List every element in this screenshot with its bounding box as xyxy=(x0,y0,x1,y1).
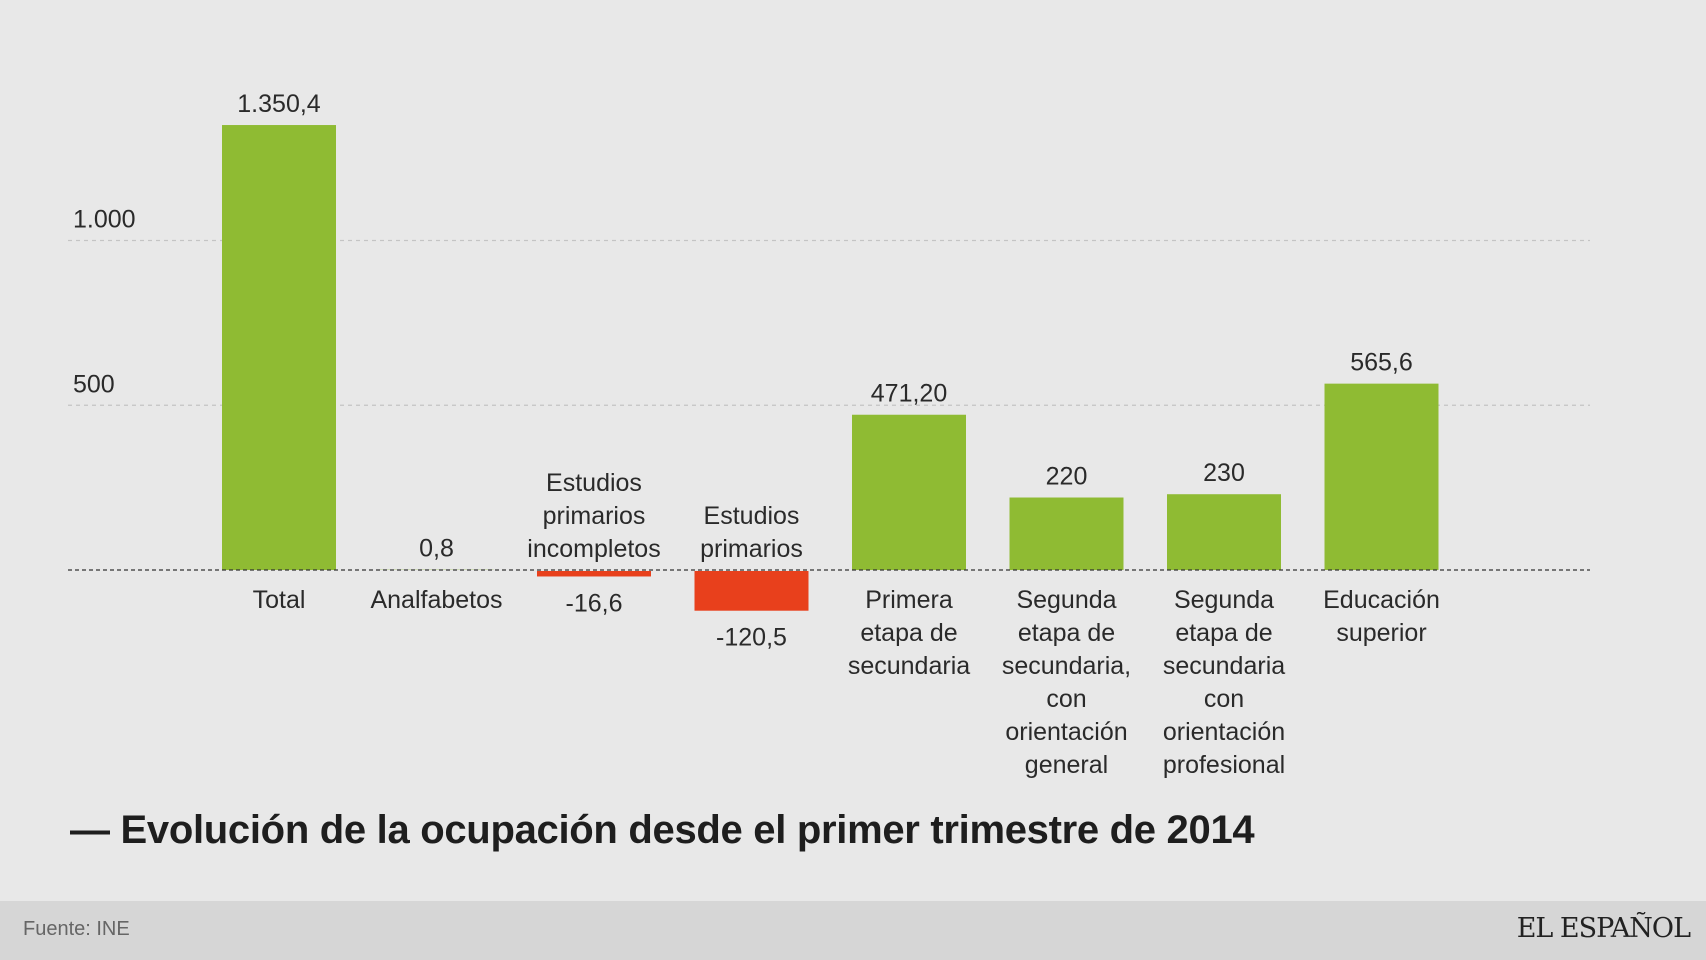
bar xyxy=(1009,497,1124,570)
bar xyxy=(1324,383,1439,570)
category-label: Primera xyxy=(865,586,953,614)
category-label: etapa de xyxy=(1018,619,1115,647)
category-label: etapa de xyxy=(1175,619,1272,647)
y-tick-label: 500 xyxy=(73,370,115,398)
category-label: Estudios xyxy=(546,469,642,497)
data-label: 230 xyxy=(1203,459,1245,487)
data-label: 471,20 xyxy=(871,380,947,408)
bar xyxy=(852,414,966,570)
category-label: Total xyxy=(253,586,306,614)
bar xyxy=(222,125,336,570)
bar-chart: 500 1.000 1.350,4 Total 0,8 Analfabetos Estudi… xyxy=(68,90,1590,779)
source-label: Fuente: INE xyxy=(23,918,130,940)
category-label: incompletos xyxy=(527,535,660,563)
data-label: 220 xyxy=(1046,463,1088,491)
category-label: Analfabetos xyxy=(370,586,502,614)
bar xyxy=(694,571,809,611)
data-label: -16,6 xyxy=(566,589,623,617)
bar xyxy=(537,571,651,577)
footer: Fuente: INE EL ESPAÑOL xyxy=(0,901,1706,960)
data-label: 565,6 xyxy=(1350,349,1413,377)
category-label: orientación xyxy=(1163,718,1285,746)
category-label: profesional xyxy=(1163,751,1285,779)
category-label: primarios xyxy=(543,502,646,530)
category-label: con xyxy=(1204,685,1244,713)
category-label: Estudios xyxy=(704,502,800,530)
category-label: orientación xyxy=(1005,718,1127,746)
category-label: superior xyxy=(1336,619,1426,647)
category-label: con xyxy=(1046,685,1086,713)
category-label: Segunda xyxy=(1174,586,1274,614)
category-label: secundaria xyxy=(1163,652,1285,680)
y-tick-label: 1.000 xyxy=(73,206,136,234)
category-label: general xyxy=(1025,751,1108,779)
category-label: Educación xyxy=(1323,586,1440,614)
category-label: Segunda xyxy=(1016,586,1116,614)
category-label: primarios xyxy=(700,535,803,563)
category-label: etapa de xyxy=(860,619,957,647)
category-label: secundaria, xyxy=(1002,652,1131,680)
data-label: 1.350,4 xyxy=(237,90,321,118)
bar xyxy=(1167,494,1281,570)
brand-logo: EL ESPAÑOL xyxy=(1516,913,1691,944)
category-label: secundaria xyxy=(848,652,970,680)
data-label: 0,8 xyxy=(419,535,454,563)
data-label: -120,5 xyxy=(716,624,787,652)
chart-title: — Evolución de la ocupación desde el pri… xyxy=(70,808,1255,852)
